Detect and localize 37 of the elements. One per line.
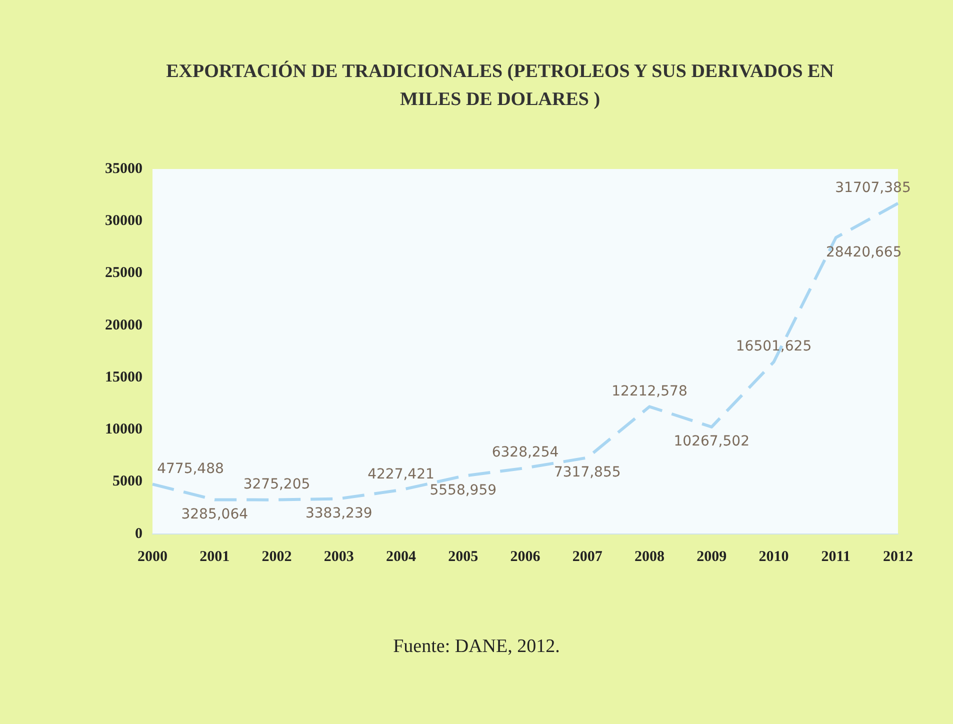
y-tick-label: 20000 bbox=[105, 317, 142, 334]
data-label: 28420,665 bbox=[826, 244, 902, 260]
data-label: 3275,205 bbox=[243, 476, 310, 492]
y-tick-label: 15000 bbox=[105, 369, 142, 386]
y-tick-label: 35000 bbox=[105, 160, 142, 177]
data-label: 10267,502 bbox=[674, 434, 750, 450]
line-series bbox=[151, 202, 900, 502]
data-label: 5558,959 bbox=[430, 482, 497, 499]
x-tick-label: 2010 bbox=[758, 548, 789, 565]
data-label: 12212,578 bbox=[612, 383, 688, 400]
x-tick-label: 2007 bbox=[572, 548, 603, 565]
data-label: 31707,385 bbox=[835, 180, 911, 196]
x-tick-label: 2002 bbox=[262, 548, 292, 565]
data-label: 3383,239 bbox=[305, 505, 372, 522]
y-tick-label: 30000 bbox=[105, 213, 142, 230]
y-tick-label: 0 bbox=[135, 526, 142, 542]
source-note: Fuente: DANE, 2012. bbox=[392, 636, 561, 658]
chart-title: EXPORTACIÓN DE TRADICIONALES (PETROLEOS Y SUS DERIVADOS EN MILES DE DOLARES ) bbox=[165, 60, 835, 112]
y-tick-label: 10000 bbox=[105, 422, 142, 438]
data-label: 4775,488 bbox=[157, 460, 224, 477]
data-label: 16501,625 bbox=[736, 338, 812, 355]
x-tick-label: 2009 bbox=[696, 548, 727, 565]
x-tick-label: 2012 bbox=[883, 548, 913, 565]
x-tick-label: 2001 bbox=[200, 548, 230, 565]
x-tick-label: 2006 bbox=[510, 548, 541, 565]
data-label: 6328,254 bbox=[492, 444, 559, 461]
x-tick-label: 2004 bbox=[386, 548, 416, 565]
data-label: 4227,421 bbox=[368, 466, 434, 483]
data-label: 7317,855 bbox=[554, 464, 621, 480]
data-label: 3285,064 bbox=[181, 506, 248, 522]
x-tick-label: 2003 bbox=[324, 548, 354, 565]
x-tick-label: 2000 bbox=[138, 548, 168, 565]
x-tick-label: 2008 bbox=[634, 548, 664, 565]
y-tick-label: 25000 bbox=[105, 265, 142, 282]
y-tick-label: 5000 bbox=[112, 474, 142, 490]
x-tick-label: 2011 bbox=[821, 548, 850, 565]
x-tick-label: 2005 bbox=[448, 548, 478, 565]
